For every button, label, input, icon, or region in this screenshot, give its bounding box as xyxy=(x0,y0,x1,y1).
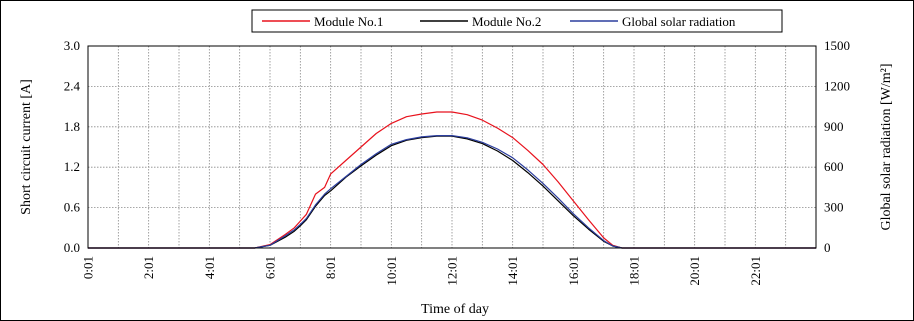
x-tick-label: 18:01 xyxy=(627,256,642,286)
x-tick-label: 12:01 xyxy=(445,256,460,286)
right-y-tick-label: 0 xyxy=(824,240,831,255)
grid xyxy=(88,46,816,248)
right-y-tick-label: 600 xyxy=(824,159,844,174)
right-y-axis-title: Global solar radiation [W/m²] xyxy=(879,63,894,230)
left-y-tick-label: 3.0 xyxy=(64,38,80,53)
left-y-tick-label: 2.4 xyxy=(64,78,81,93)
series-line-3 xyxy=(88,135,816,249)
left-y-axis-title: Short circuit current [A] xyxy=(19,79,34,215)
x-tick-label: 22:01 xyxy=(748,256,763,286)
x-tick-label: 6:01 xyxy=(263,256,278,279)
right-y-tick-label: 300 xyxy=(824,200,844,215)
x-tick-label: 10:01 xyxy=(384,256,399,286)
x-tick-label: 2:01 xyxy=(141,256,156,279)
x-tick-label: 16:01 xyxy=(566,256,581,286)
series-lines xyxy=(88,111,816,249)
x-tick-label: 0:01 xyxy=(81,256,96,279)
left-y-tick-label: 0.6 xyxy=(64,200,81,215)
x-tick-label: 20:01 xyxy=(687,256,702,286)
x-tick-label: 8:01 xyxy=(323,256,338,279)
left-y-tick-label: 0.0 xyxy=(64,240,80,255)
legend-label-solar: Global solar radiation xyxy=(622,14,736,29)
x-tick-label: 14:01 xyxy=(505,256,520,286)
legend-label-module-1: Module No.1 xyxy=(314,14,383,29)
tick-labels: 0.0 0.6 1.2 1.8 2.4 3.0 0 300 600 900 1200 1500 0:01… xyxy=(64,38,850,286)
right-y-tick-label: 900 xyxy=(824,119,844,134)
series-line-2 xyxy=(88,135,816,249)
legend: Module No.1 Module No.2 Global solar rad… xyxy=(251,9,783,33)
legend-label-module-2: Module No.2 xyxy=(472,14,541,29)
x-tick-label: 4:01 xyxy=(202,256,217,279)
plot-area-frame xyxy=(87,45,817,249)
series-line-1 xyxy=(88,111,816,249)
right-y-tick-label: 1200 xyxy=(824,78,850,93)
x-axis-title: Time of day xyxy=(421,302,489,317)
left-y-tick-label: 1.2 xyxy=(64,159,80,174)
legend-box xyxy=(251,9,783,33)
left-y-tick-label: 1.8 xyxy=(64,119,80,134)
right-y-tick-label: 1500 xyxy=(824,38,850,53)
